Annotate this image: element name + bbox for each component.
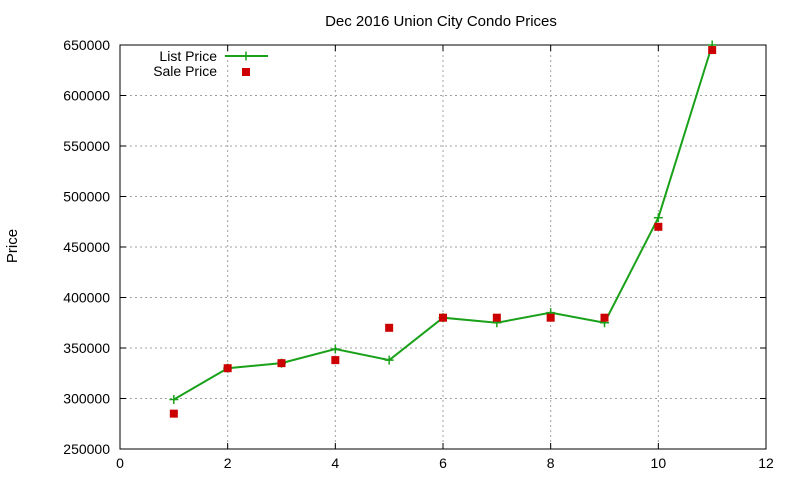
y-tick-label: 400000	[63, 290, 110, 306]
sale-price-point	[331, 356, 340, 365]
y-tick-label: 300000	[63, 391, 110, 407]
sale-price-point	[492, 313, 501, 322]
sale-price-point	[277, 359, 286, 368]
x-tick-label: 0	[116, 455, 124, 471]
y-tick-label: 550000	[63, 138, 110, 154]
y-tick-label: 650000	[63, 37, 110, 53]
sale-price-point	[546, 313, 555, 322]
sale-price-point	[708, 46, 717, 55]
legend-marker-sale-price	[242, 68, 250, 76]
legend-label-sale-price: Sale Price	[153, 63, 217, 79]
y-axis: 250000 300000 350000 400000 450000 500000 5500…	[63, 37, 766, 457]
grid	[120, 45, 766, 449]
list-price-point	[330, 344, 340, 354]
list-price-point	[653, 213, 663, 223]
sale-price-point	[223, 364, 232, 373]
list-price-point	[384, 355, 394, 365]
x-tick-label: 4	[331, 455, 339, 471]
legend-label-list-price: List Price	[159, 48, 217, 64]
sale-price-point	[439, 313, 447, 322]
chart-title: Dec 2016 Union City Condo Prices	[325, 13, 557, 30]
list-price-point	[169, 395, 179, 405]
x-tick-label: 10	[651, 455, 667, 471]
sale-price-point	[385, 323, 394, 332]
y-axis-label: Price	[4, 229, 21, 263]
x-axis: 0 2 4 6 8 10 12	[116, 45, 774, 471]
y-tick-label: 500000	[63, 189, 110, 205]
series-layer	[169, 40, 717, 418]
y-tick-label: 600000	[63, 88, 110, 104]
sale-price-point	[600, 313, 609, 322]
sale-price-point	[169, 409, 178, 418]
x-tick-label: 2	[224, 455, 232, 471]
sale-price-point	[654, 222, 663, 231]
x-tick-label: 6	[439, 455, 447, 471]
y-tick-label: 450000	[63, 239, 110, 255]
x-tick-label: 12	[758, 455, 774, 471]
y-tick-label: 250000	[63, 441, 110, 457]
y-tick-label: 350000	[63, 340, 110, 356]
x-tick-label: 8	[547, 455, 555, 471]
